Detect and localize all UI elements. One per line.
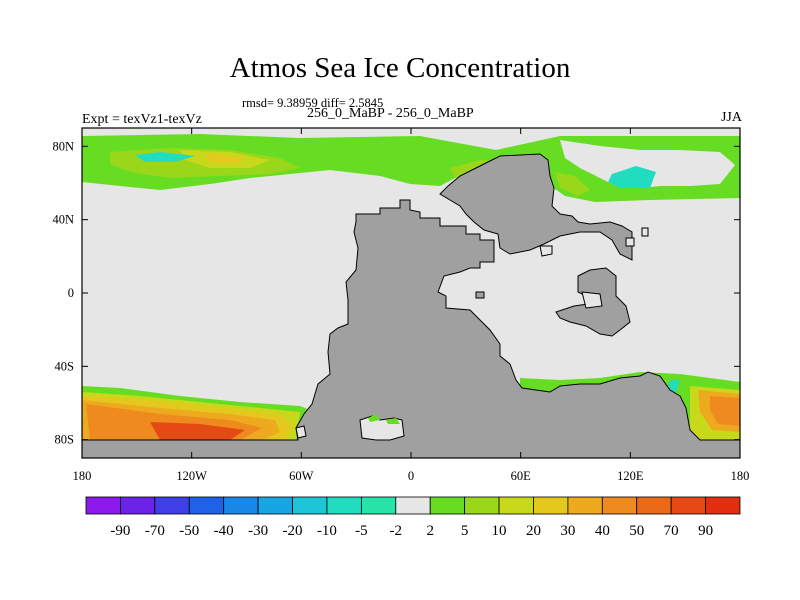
colorbar-label: -70 (145, 523, 165, 539)
south-band-neg5 (668, 380, 680, 392)
x-tick-label: 120E (617, 469, 644, 483)
colorbar-label: 5 (461, 523, 469, 539)
arctic-band-neg5-right-top (608, 166, 656, 188)
south-band-50 (86, 396, 740, 440)
colorbar-label: -40 (214, 523, 234, 539)
y-tick-label: 80N (52, 139, 74, 153)
lake-east (539, 245, 553, 257)
colorbar-segment (429, 496, 466, 515)
colorbar-segment (292, 496, 328, 515)
landmass-small-islet (475, 291, 485, 299)
colorbar-segment (601, 496, 638, 515)
colorbar-segment (257, 496, 293, 515)
colorbar-segment (533, 496, 569, 515)
x-axis-ticks: 180 120W 60W 0 60E 120E 180 (73, 128, 750, 483)
lake-north-east (625, 237, 635, 247)
colorbar-label: -20 (283, 523, 303, 539)
arctic-band-neg5-left (135, 152, 195, 162)
lake-east-island (581, 291, 603, 309)
x-tick-label: 180 (73, 469, 92, 483)
lake-north-east-2 (641, 227, 649, 237)
colorbar-label: 40 (595, 523, 610, 539)
lake-southwest (295, 425, 307, 439)
colorbar-label: -2 (390, 523, 403, 539)
lake-green-edge-2 (386, 418, 400, 424)
map-title: Atmos Sea Ice Concentration (229, 52, 571, 84)
x-tick-label: 180 (731, 469, 750, 483)
season-label: JJA (720, 110, 742, 125)
colorbar-label: -50 (179, 523, 199, 539)
colorbar-segment (154, 496, 190, 515)
colorbar-segment (188, 496, 225, 515)
colorbar-label: 90 (698, 523, 713, 539)
colorbar-label: -90 (110, 523, 130, 539)
colorbar-segment (636, 496, 672, 515)
run-label: 256_0_MaBP - 256_0_MaBP (307, 106, 474, 121)
y-tick-label: 40N (52, 213, 74, 227)
colorbar-label: 2 (426, 523, 434, 539)
x-tick-label: 120W (176, 469, 207, 483)
y-axis-ticks: 80N 40N 0 40S 80S (52, 139, 740, 447)
x-tick-label: 60W (289, 469, 314, 483)
colorbar-label: 20 (526, 523, 541, 539)
colorbar-label: 50 (629, 523, 644, 539)
colorbar-segment (498, 496, 534, 515)
landmass-arctic-block (439, 153, 633, 261)
x-tick-label: 0 (408, 469, 414, 483)
south-band-70 (150, 422, 245, 440)
lake-green-edge-1 (368, 414, 380, 422)
arctic-interior-neutral (560, 140, 735, 188)
colorbar: -90 -70 -50 -40 -30 -20 -10 -5 -2 2 5 10 20 30 40 50 70 9… (85, 496, 741, 539)
colorbar-label: -10 (317, 523, 337, 539)
x-tick-label: 60E (511, 469, 532, 483)
colorbar-segment (395, 496, 431, 515)
colorbar-segment (670, 496, 706, 515)
colorbar-segment (85, 496, 121, 515)
colorbar-label: -30 (248, 523, 268, 539)
arctic-band-30 (205, 153, 245, 164)
colorbar-segment (464, 496, 500, 515)
y-tick-label: 80S (55, 433, 75, 447)
landmass-pangea-main (82, 199, 740, 458)
colorbar-segment (223, 496, 259, 515)
y-tick-label: 0 (68, 286, 74, 300)
lake-green-rim (368, 414, 400, 424)
y-tick-label: 40S (55, 359, 75, 373)
colorbar-label: 30 (560, 523, 575, 539)
map-plot-area (82, 128, 740, 458)
experiment-label: Expt = texVz1-texVz (82, 112, 202, 127)
colorbar-segment (360, 496, 397, 515)
colorbar-label: -5 (355, 523, 368, 539)
colorbar-segment (120, 496, 156, 515)
stats-line: rmsd= 9.38959 diff= 2.5845 (242, 96, 384, 110)
colorbar-segment (705, 496, 741, 515)
colorbar-segment (326, 496, 362, 515)
lake-south (359, 415, 405, 441)
arctic-ice-difference (82, 134, 740, 202)
colorbar-segment (567, 496, 603, 515)
colorbar-label: 70 (664, 523, 679, 539)
colorbar-label: 10 (492, 523, 507, 539)
